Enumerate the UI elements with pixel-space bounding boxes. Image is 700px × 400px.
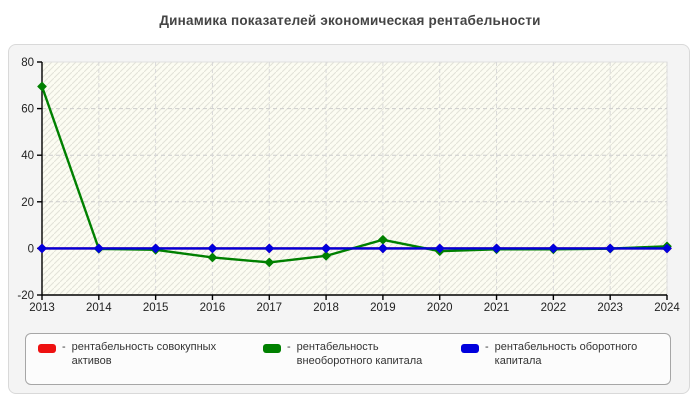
legend-separator: - bbox=[287, 341, 291, 353]
svg-text:20: 20 bbox=[21, 197, 34, 209]
chart-legend: - рентабельность совокупных активов - ре… bbox=[25, 333, 671, 385]
legend-separator: - bbox=[485, 341, 489, 353]
svg-text:0: 0 bbox=[28, 243, 34, 255]
series-blue bbox=[37, 243, 672, 254]
legend-item-noncurrent-capital: - рентабельность внеоборотного капитала bbox=[263, 341, 461, 384]
svg-text:2024: 2024 bbox=[654, 302, 680, 314]
svg-text:2021: 2021 bbox=[484, 302, 510, 314]
svg-text:2013: 2013 bbox=[29, 302, 55, 314]
svg-text:2018: 2018 bbox=[313, 302, 339, 314]
green-series-swatch-icon bbox=[263, 344, 281, 353]
svg-text:2022: 2022 bbox=[541, 302, 567, 314]
svg-text:2019: 2019 bbox=[370, 302, 396, 314]
svg-text:2015: 2015 bbox=[143, 302, 169, 314]
svg-text:2014: 2014 bbox=[86, 302, 112, 314]
axes bbox=[37, 61, 668, 300]
svg-text:2017: 2017 bbox=[256, 302, 282, 314]
svg-text:40: 40 bbox=[21, 150, 34, 162]
svg-text:60: 60 bbox=[21, 104, 34, 116]
legend-label: рентабельность совокупных активов bbox=[71, 341, 217, 367]
legend-label: рентабельность оборотного капитала bbox=[494, 341, 638, 367]
red-series-swatch-icon bbox=[38, 344, 56, 353]
svg-text:-20: -20 bbox=[17, 290, 34, 302]
page-title: Динамика показателей экономическая рента… bbox=[159, 13, 541, 28]
blue-series-swatch-icon bbox=[461, 344, 479, 353]
legend-label: рентабельность внеоборотного капитала bbox=[296, 341, 423, 367]
legend-item-total-assets: - рентабельность совокупных активов bbox=[38, 341, 263, 384]
legend-separator: - bbox=[62, 341, 66, 353]
svg-text:2016: 2016 bbox=[200, 302, 226, 314]
legend-item-working-capital: - рентабельность оборотного капитала bbox=[461, 341, 662, 384]
svg-text:2023: 2023 bbox=[597, 302, 623, 314]
svg-text:2020: 2020 bbox=[427, 302, 453, 314]
svg-text:80: 80 bbox=[21, 57, 34, 69]
plot-background bbox=[41, 61, 668, 296]
